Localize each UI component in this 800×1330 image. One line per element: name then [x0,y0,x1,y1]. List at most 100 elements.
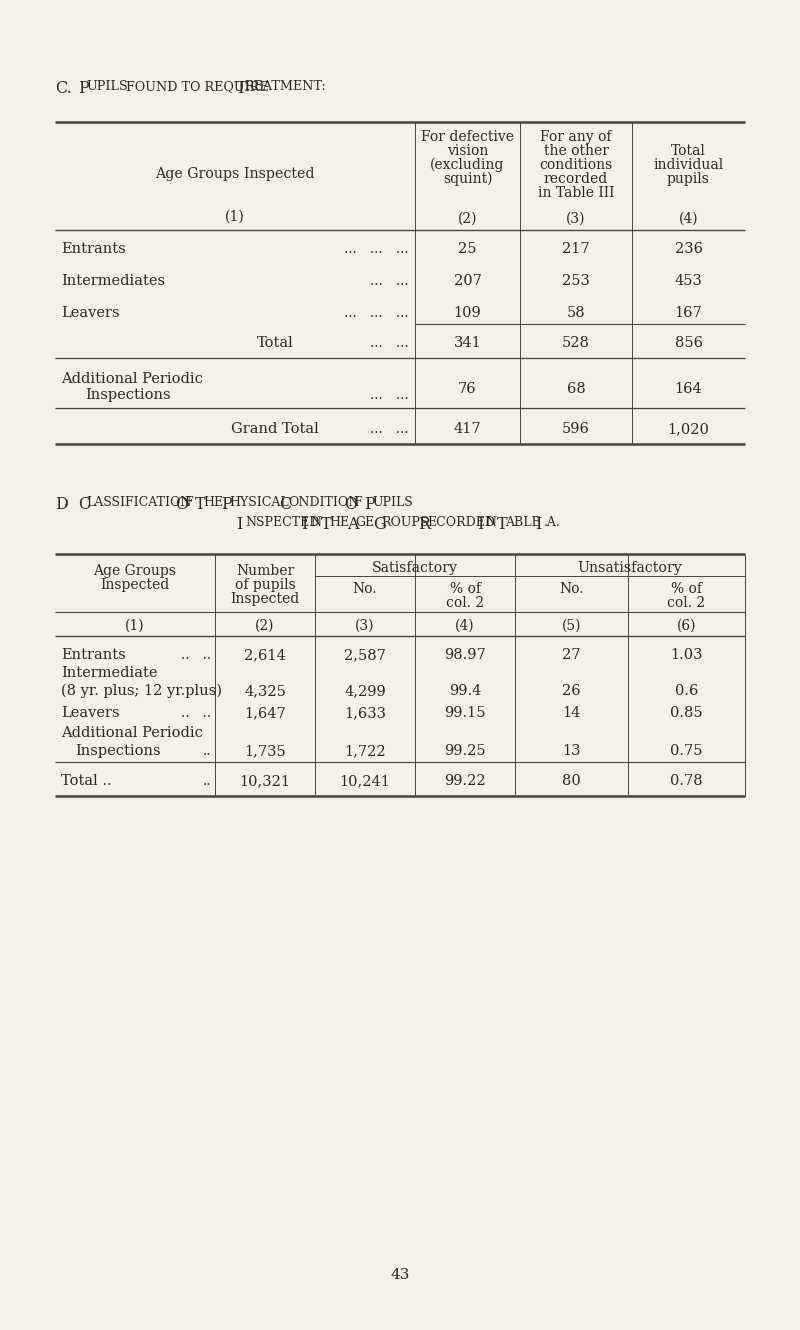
Text: 0.6: 0.6 [675,684,698,698]
Text: 4,325: 4,325 [244,684,286,698]
Text: ..   ..: .. .. [181,648,211,662]
Text: Total: Total [257,336,294,350]
Text: .: . [63,496,67,509]
Text: 26: 26 [562,684,581,698]
Text: .A.: .A. [544,516,561,529]
Text: 99.15: 99.15 [444,706,486,720]
Text: R: R [418,516,430,533]
Text: Inspected: Inspected [230,592,300,606]
Text: HYSICAL: HYSICAL [230,496,289,509]
Text: C: C [279,496,292,513]
Text: 453: 453 [674,274,702,289]
Text: N: N [310,516,321,529]
Text: ...   ...: ... ... [370,336,409,350]
Text: 1,735: 1,735 [244,743,286,758]
Text: (1): (1) [125,618,145,633]
Text: pupils: pupils [667,172,710,186]
Text: (8 yr. plus; 12 yr.plus): (8 yr. plus; 12 yr.plus) [61,684,222,698]
Text: of pupils: of pupils [234,579,295,592]
Text: For any of: For any of [540,130,612,144]
Text: 10,321: 10,321 [239,774,290,787]
Text: (3): (3) [355,618,374,633]
Text: 596: 596 [562,422,590,436]
Text: vision: vision [447,144,488,158]
Text: 76: 76 [458,382,477,396]
Text: 1,020: 1,020 [667,422,710,436]
Text: 80: 80 [562,774,581,787]
Text: 0.78: 0.78 [670,774,703,787]
Text: conditions: conditions [539,158,613,172]
Text: 528: 528 [562,336,590,350]
Text: (5): (5) [562,618,582,633]
Text: G: G [373,516,386,533]
Text: squint): squint) [442,172,492,186]
Text: Intermediate: Intermediate [61,666,158,680]
Text: Inspections: Inspections [85,388,170,402]
Text: ..: .. [202,743,211,758]
Text: I: I [535,516,542,533]
Text: Age Groups: Age Groups [94,564,177,579]
Text: FOUND TO REQUIRE: FOUND TO REQUIRE [122,80,273,93]
Text: (excluding: (excluding [430,158,505,173]
Text: 164: 164 [674,382,702,396]
Text: 253: 253 [562,274,590,289]
Text: P: P [78,80,89,97]
Text: I: I [237,516,243,533]
Text: 99.25: 99.25 [444,743,486,758]
Text: Total ..: Total .. [61,774,112,787]
Text: 1,647: 1,647 [244,706,286,720]
Text: Intermediates: Intermediates [61,274,165,289]
Text: Leavers: Leavers [61,706,120,720]
Text: Total: Total [671,144,706,158]
Text: (2): (2) [255,618,274,633]
Text: Inspected: Inspected [100,579,170,592]
Text: ABLE: ABLE [505,516,541,529]
Text: ..   ..: .. .. [181,706,211,720]
Text: A: A [347,516,358,533]
Text: 1,722: 1,722 [344,743,386,758]
Text: Inspections: Inspections [75,743,161,758]
Text: NSPECTED: NSPECTED [245,516,319,529]
Text: the other: the other [543,144,609,158]
Text: in Table III: in Table III [538,186,614,200]
Text: UPILS: UPILS [373,496,414,509]
Text: 68: 68 [566,382,586,396]
Text: 2,614: 2,614 [244,648,286,662]
Text: No.: No. [559,583,584,596]
Text: 14: 14 [562,706,581,720]
Text: (4): (4) [455,618,475,633]
Text: 207: 207 [454,274,482,289]
Text: T: T [236,80,246,97]
Text: individual: individual [654,158,724,172]
Text: 217: 217 [562,242,590,255]
Text: No.: No. [353,583,378,596]
Text: Leavers: Leavers [61,306,120,321]
Text: Unsatisfactory: Unsatisfactory [578,561,682,575]
Text: 27: 27 [562,648,581,662]
Text: C.: C. [55,80,72,97]
Text: Age Groups Inspected: Age Groups Inspected [155,168,314,181]
Text: 98.97: 98.97 [444,648,486,662]
Text: O: O [345,496,358,513]
Text: T: T [321,516,332,533]
Text: T: T [195,496,206,513]
Text: I: I [477,516,483,533]
Text: 10,241: 10,241 [339,774,390,787]
Text: col. 2: col. 2 [667,596,706,610]
Text: 13: 13 [562,743,581,758]
Text: 1.03: 1.03 [670,648,702,662]
Text: (4): (4) [678,211,698,226]
Text: 109: 109 [454,306,482,321]
Text: HE: HE [330,516,350,529]
Text: P: P [364,496,374,513]
Text: % of: % of [671,583,702,596]
Text: 2,587: 2,587 [344,648,386,662]
Text: 58: 58 [566,306,586,321]
Text: O: O [175,496,189,513]
Text: 99.4: 99.4 [449,684,481,698]
Text: col. 2: col. 2 [446,596,484,610]
Text: ...   ...   ...: ... ... ... [345,242,409,255]
Text: 856: 856 [674,336,702,350]
Text: ROUPS: ROUPS [382,516,429,529]
Text: 236: 236 [674,242,702,255]
